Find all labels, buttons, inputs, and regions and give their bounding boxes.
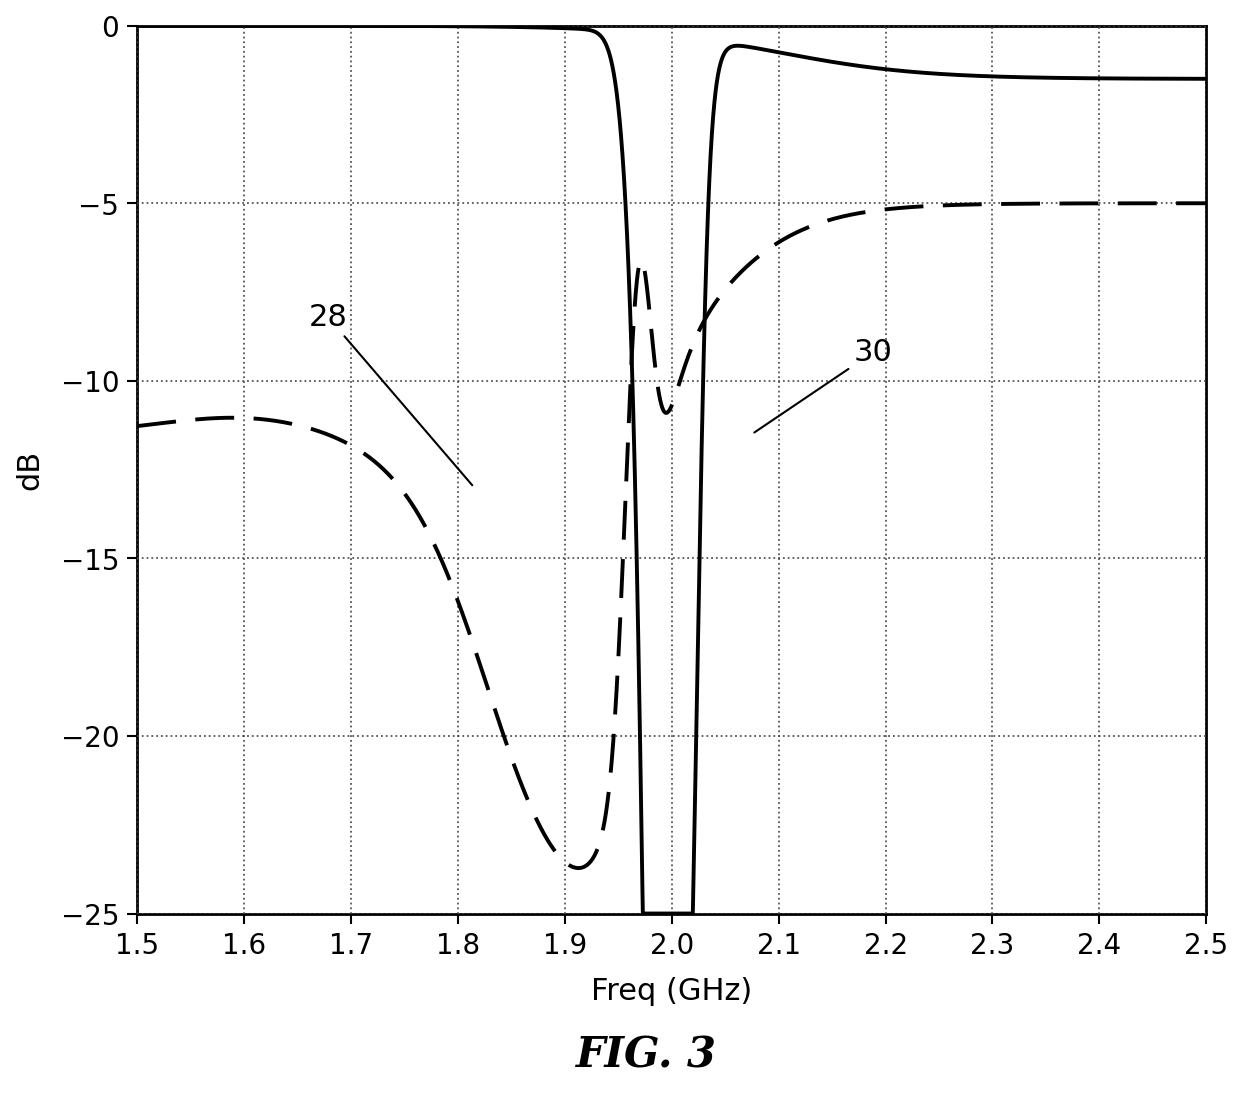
Text: FIG. 3: FIG. 3: [576, 1034, 717, 1076]
X-axis label: Freq (GHz): Freq (GHz): [590, 976, 752, 1005]
Y-axis label: dB: dB: [15, 450, 44, 490]
Text: 30: 30: [755, 338, 892, 433]
Text: 28: 28: [308, 303, 472, 486]
